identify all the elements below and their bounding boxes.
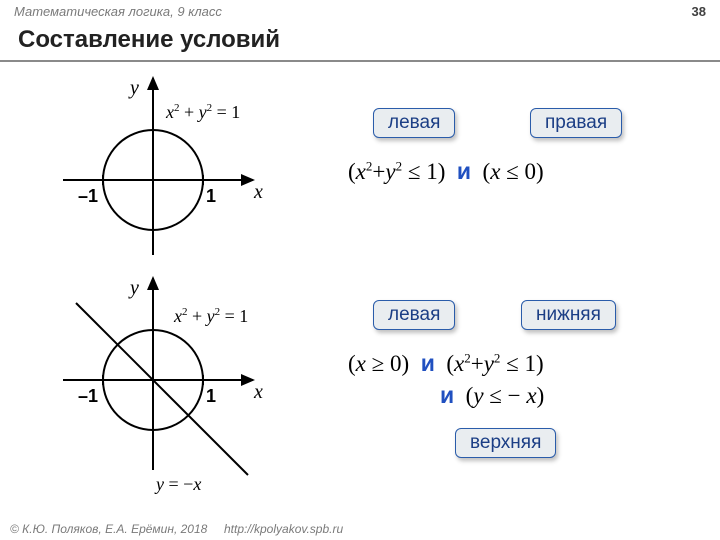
label-right-1: правая	[530, 108, 622, 138]
formula-row1: (x2+y2 ≤ 1) и (x ≤ 0)	[348, 158, 544, 185]
diagram-circle-2: y x –1 1 x2 + y2 = 1 y = −x	[48, 270, 278, 490]
svg-text:1: 1	[206, 386, 216, 406]
course-label: Математическая логика, 9 класс	[14, 4, 222, 19]
label-left-1: левая	[373, 108, 455, 138]
formula-row2a: (x ≥ 0) и (x2+y2 ≤ 1)	[348, 350, 544, 377]
svg-text:x2 + y2 = 1: x2 + y2 = 1	[173, 306, 248, 326]
svg-text:x: x	[253, 381, 263, 403]
svg-text:–1: –1	[78, 386, 98, 406]
page-title: Составление условий	[0, 22, 720, 62]
svg-text:x2 + y2 = 1: x2 + y2 = 1	[165, 102, 240, 122]
svg-text:x: x	[253, 181, 263, 203]
copyright: © К.Ю. Поляков, Е.А. Ерёмин, 2018	[10, 522, 207, 536]
footer-url: http://kpolyakov.spb.ru	[224, 522, 343, 536]
label-left-2: левая	[373, 300, 455, 330]
diagram-1-svg: y x –1 1 x2 + y2 = 1	[48, 70, 278, 260]
formula-row2b: и (y ≤ − x)	[440, 382, 544, 409]
diagram-circle-1: y x –1 1 x2 + y2 = 1	[48, 70, 278, 260]
diagram-2-svg: y x –1 1 x2 + y2 = 1 y = −x	[48, 270, 288, 495]
label-upper: верхняя	[455, 428, 556, 458]
label-lower: нижняя	[521, 300, 616, 330]
svg-text:–1: –1	[78, 186, 98, 206]
svg-text:y = −x: y = −x	[154, 474, 201, 494]
header-bar: Математическая логика, 9 класс 38	[0, 0, 720, 22]
svg-text:1: 1	[206, 186, 216, 206]
svg-text:y: y	[128, 277, 139, 299]
page-number: 38	[692, 4, 706, 19]
footer: © К.Ю. Поляков, Е.А. Ерёмин, 2018 http:/…	[10, 522, 343, 536]
svg-text:y: y	[128, 77, 139, 99]
